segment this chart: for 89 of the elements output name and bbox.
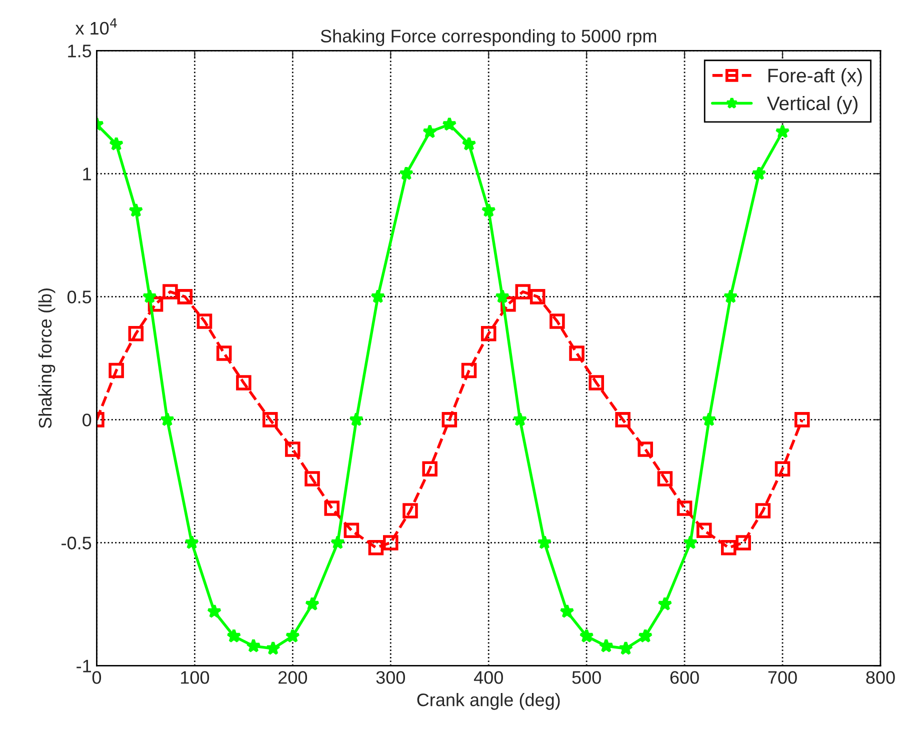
point bbox=[177, 289, 193, 304]
point bbox=[579, 628, 594, 643]
point bbox=[588, 375, 604, 390]
y-tick-label: 0 bbox=[82, 414, 92, 426]
y-tick-label: 0.5 bbox=[67, 290, 92, 304]
y-tick-label: -0.5 bbox=[62, 536, 92, 550]
point bbox=[160, 412, 175, 426]
y-tick-label: 1 bbox=[83, 168, 91, 180]
x-axis-title: Crank angle (deg) bbox=[417, 692, 560, 710]
x-tick-label: 800 bbox=[866, 671, 895, 684]
chart-title: Shaking Force corresponding to 5000 rpm bbox=[320, 29, 656, 46]
y-tick-label: 1.5 bbox=[68, 44, 92, 58]
x-tick-label: 500 bbox=[572, 671, 601, 684]
point bbox=[262, 412, 278, 428]
point bbox=[108, 362, 124, 378]
point bbox=[402, 503, 418, 518]
point bbox=[304, 471, 320, 486]
point bbox=[774, 461, 790, 477]
point bbox=[775, 124, 790, 138]
point bbox=[569, 346, 584, 361]
point bbox=[537, 535, 552, 550]
x-tick-label: 600 bbox=[670, 671, 699, 684]
point bbox=[736, 535, 751, 550]
point bbox=[184, 535, 200, 550]
point bbox=[128, 326, 144, 342]
point bbox=[702, 412, 716, 426]
point bbox=[142, 289, 157, 304]
point bbox=[683, 535, 698, 550]
point bbox=[370, 289, 386, 304]
point bbox=[226, 628, 242, 643]
point bbox=[500, 296, 516, 312]
point bbox=[512, 412, 528, 426]
point bbox=[216, 346, 232, 361]
point bbox=[368, 540, 384, 556]
point bbox=[530, 289, 546, 304]
point bbox=[196, 314, 212, 329]
point bbox=[344, 522, 360, 538]
point bbox=[304, 596, 320, 611]
point bbox=[246, 638, 261, 652]
point bbox=[494, 289, 510, 304]
point bbox=[752, 166, 766, 180]
point bbox=[383, 535, 398, 550]
point bbox=[721, 540, 736, 556]
point bbox=[108, 136, 124, 151]
point bbox=[481, 202, 496, 218]
point bbox=[515, 284, 531, 300]
text: x 10$^{4}$ bbox=[75, 18, 117, 35]
point bbox=[330, 535, 346, 550]
point bbox=[398, 166, 414, 180]
legend-label: Fore-aft (x) bbox=[768, 68, 862, 86]
point bbox=[349, 412, 364, 426]
point bbox=[206, 604, 222, 618]
point bbox=[638, 442, 654, 457]
point bbox=[285, 628, 300, 643]
x-tick-label: 700 bbox=[768, 671, 797, 684]
point bbox=[462, 136, 476, 151]
point bbox=[128, 202, 144, 218]
point bbox=[480, 326, 496, 342]
point bbox=[324, 500, 340, 516]
point bbox=[723, 289, 738, 304]
point bbox=[638, 628, 653, 643]
point bbox=[236, 375, 252, 390]
point bbox=[598, 638, 614, 652]
point bbox=[658, 596, 672, 611]
x-tick-label: 200 bbox=[278, 671, 308, 684]
x-tick-label: 400 bbox=[474, 671, 503, 684]
point bbox=[755, 503, 771, 518]
point bbox=[422, 461, 438, 477]
point bbox=[422, 124, 438, 138]
x-tick-label: 300 bbox=[376, 671, 405, 684]
point bbox=[794, 412, 810, 428]
point bbox=[285, 442, 300, 457]
legend-label: Vertical (y) bbox=[766, 96, 858, 114]
point bbox=[657, 471, 673, 486]
point bbox=[550, 314, 565, 329]
point bbox=[162, 284, 178, 300]
point bbox=[442, 412, 458, 428]
point bbox=[266, 640, 280, 655]
x-tick-label: 0 bbox=[92, 671, 102, 684]
y-tick-label: -1 bbox=[76, 660, 91, 672]
point bbox=[618, 640, 634, 655]
x-tick-label: 100 bbox=[181, 671, 210, 684]
point bbox=[461, 362, 477, 378]
y-axis-title: Shaking force (lb) bbox=[38, 288, 56, 428]
point bbox=[615, 412, 630, 428]
point bbox=[696, 522, 712, 538]
point bbox=[676, 500, 692, 516]
point bbox=[560, 604, 574, 618]
point bbox=[442, 116, 457, 131]
